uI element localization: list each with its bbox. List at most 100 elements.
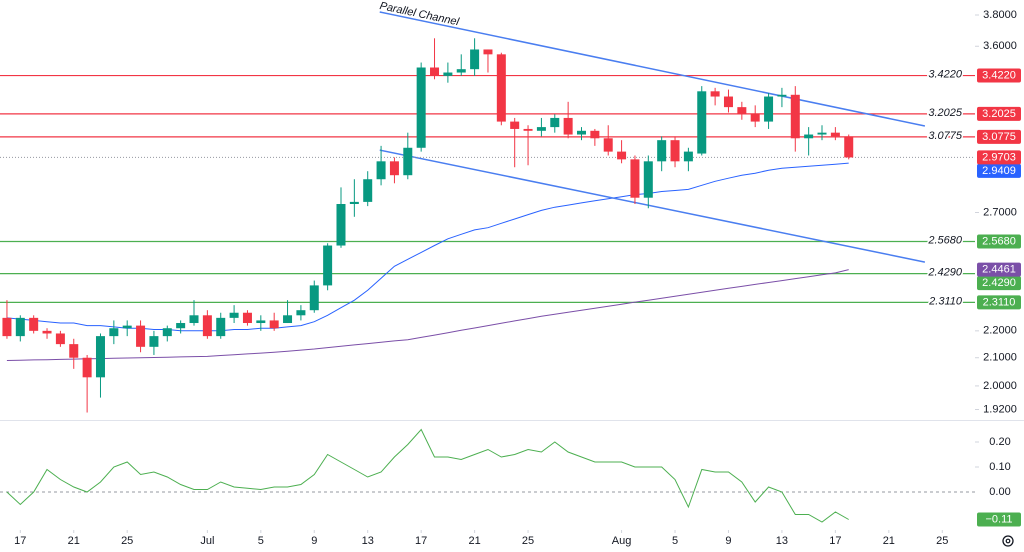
candle-body: [202, 315, 212, 337]
moving-average: [6, 269, 849, 361]
x-tick-label: 17: [415, 535, 427, 547]
settings-icon[interactable]: [1002, 535, 1014, 547]
candle-body: [55, 333, 65, 345]
x-tick-label: 13: [776, 535, 788, 547]
price-badge: [977, 276, 1021, 291]
price-badge: [977, 262, 1021, 277]
candle-body: [603, 138, 613, 152]
candle-body: [122, 325, 132, 329]
y-tick-label: 1.9200: [983, 403, 1017, 415]
osc-tick-label: 0.00: [989, 486, 1010, 498]
candle-body: [777, 94, 787, 97]
price-badge-label: 3.0775: [982, 131, 1016, 143]
candle-body: [443, 72, 453, 76]
candle-body: [590, 130, 600, 139]
candle-body: [697, 91, 707, 154]
candle-body: [15, 317, 25, 337]
y-tick-label: 2.0000: [983, 380, 1017, 392]
candle-body: [2, 317, 12, 337]
candle-body: [256, 320, 266, 324]
level-label: 2.4290: [927, 267, 963, 279]
y-tick-label: 2.7000: [983, 206, 1017, 218]
candle-body: [750, 114, 760, 122]
candle-body: [510, 121, 520, 129]
candle-body: [563, 117, 573, 135]
candle-body: [617, 151, 627, 160]
candle-body: [82, 357, 92, 378]
price-badge: [977, 163, 1021, 178]
price-badge: [977, 129, 1021, 144]
candle-body: [336, 204, 346, 246]
candle-body: [136, 325, 146, 347]
candle-body: [657, 140, 667, 162]
candle-body: [95, 336, 105, 378]
candle-body: [42, 330, 52, 334]
y-tick-label: 2.1000: [983, 352, 1017, 364]
x-tick-label: 5: [672, 535, 678, 547]
candle-body: [710, 91, 720, 97]
price-badge-label: 2.9409: [982, 165, 1016, 177]
candle-body: [389, 161, 399, 176]
candle-body: [309, 285, 319, 311]
candle-body: [242, 312, 252, 324]
price-badge-label: 3.4220: [982, 69, 1016, 81]
candle-body: [376, 161, 386, 180]
level-label: 3.4220: [928, 68, 963, 80]
candle-body: [790, 94, 800, 139]
price-badge-label: 2.4461: [982, 263, 1016, 275]
price-badge-label: 3.2025: [982, 108, 1016, 120]
price-badge: [977, 234, 1021, 249]
osc-badge-label: −0.11: [985, 513, 1012, 525]
level-label: 3.0775: [928, 130, 963, 142]
candle-body: [269, 320, 279, 329]
candle-body: [817, 132, 827, 135]
x-tick-label: 17: [14, 535, 26, 547]
x-tick-label: 5: [258, 535, 264, 547]
candle-body: [403, 147, 413, 176]
candle-body: [550, 117, 560, 128]
candle-body: [189, 315, 199, 324]
candle-body: [470, 49, 480, 70]
x-tick-label: 17: [829, 535, 841, 547]
candle-body: [536, 127, 546, 131]
price-badge-label: 2.5680: [982, 235, 1016, 247]
candle-body: [416, 67, 426, 148]
x-tick-label: 25: [936, 535, 948, 547]
price-badge: [977, 150, 1021, 165]
x-tick-label: 25: [522, 535, 534, 547]
candle-body: [109, 328, 119, 337]
y-tick-label: 3.8000: [983, 9, 1017, 21]
candle-body: [643, 161, 653, 198]
candle-body: [804, 134, 814, 139]
candle-body: [216, 317, 226, 337]
candle-body: [363, 179, 373, 202]
candle-body: [323, 245, 333, 286]
osc-tick-label: 0.20: [989, 436, 1010, 448]
x-tick-label: Aug: [612, 535, 632, 547]
level-label: 3.2025: [928, 107, 963, 119]
candle-body: [830, 132, 840, 137]
candle-body: [496, 54, 506, 122]
candle-body: [737, 107, 747, 115]
x-tick-label: 21: [883, 535, 895, 547]
y-tick-label: 2.2000: [983, 325, 1017, 337]
x-tick-label: Jul: [200, 535, 214, 547]
candle-body: [229, 312, 239, 318]
candle-body: [349, 201, 359, 205]
candle-body: [483, 49, 493, 55]
channel-line: [379, 11, 926, 127]
price-badge-label: 2.9703: [982, 151, 1016, 163]
candle-body: [456, 69, 466, 73]
candle-body: [149, 336, 159, 347]
y-tick-label: 3.6000: [983, 40, 1017, 52]
price-badge: [977, 106, 1021, 121]
candle-body: [430, 67, 440, 76]
x-tick-label: 21: [68, 535, 80, 547]
price-badge: [977, 68, 1021, 83]
x-tick-label: 9: [725, 535, 731, 547]
candle-body: [283, 315, 293, 324]
x-tick-label: 9: [311, 535, 317, 547]
osc-badge: [977, 512, 1021, 527]
